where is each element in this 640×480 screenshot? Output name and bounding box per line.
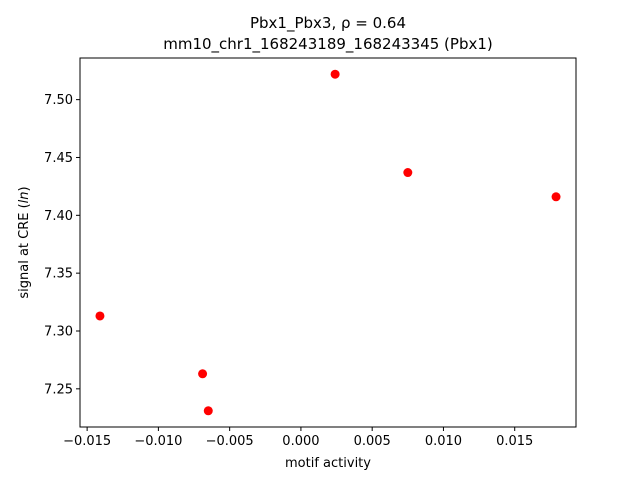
data-points: [95, 69, 561, 416]
x-tick-label: 0.010: [425, 434, 462, 449]
y-axis-label-suffix: ): [17, 186, 32, 191]
x-axis-label: motif activity: [285, 456, 371, 471]
x-tick-label: 0.005: [354, 434, 391, 449]
y-tick-label: 7.45: [44, 151, 73, 166]
y-tick-label: 7.40: [44, 209, 73, 224]
x-axis: −0.015 −0.010 −0.005 0.000 0.005 0.010 0.015: [63, 427, 533, 449]
y-tick-label: 7.30: [44, 324, 73, 339]
y-tick-label: 7.50: [44, 93, 73, 108]
x-tick-label: −0.005: [206, 434, 254, 449]
scatter-point: [551, 192, 561, 202]
chart-title-line2: mm10_chr1_168243189_168243345 (Pbx1): [163, 35, 493, 54]
scatter-point: [403, 168, 413, 178]
y-tick-label: 7.25: [44, 382, 73, 397]
y-axis-label-prefix: signal at CRE (: [17, 203, 32, 298]
plot-area-frame: [79, 57, 577, 428]
chart-title-line1: Pbx1_Pbx3, ρ = 0.64: [250, 14, 406, 33]
scatter-point: [330, 69, 340, 79]
x-tick-label: 0.000: [282, 434, 319, 449]
y-axis-label-italic: ln: [17, 191, 32, 203]
scatter-point: [203, 406, 213, 416]
scatter-point: [198, 369, 208, 379]
x-tick-label: 0.015: [496, 434, 533, 449]
x-tick-label: −0.010: [134, 434, 182, 449]
y-tick-label: 7.35: [44, 267, 73, 282]
y-axis: 7.25 7.30 7.35 7.40 7.45 7.50: [44, 93, 80, 397]
x-tick-label: −0.015: [63, 434, 111, 449]
scatter-point: [95, 311, 105, 321]
y-axis-label: signal at CRE (ln): [17, 186, 32, 298]
